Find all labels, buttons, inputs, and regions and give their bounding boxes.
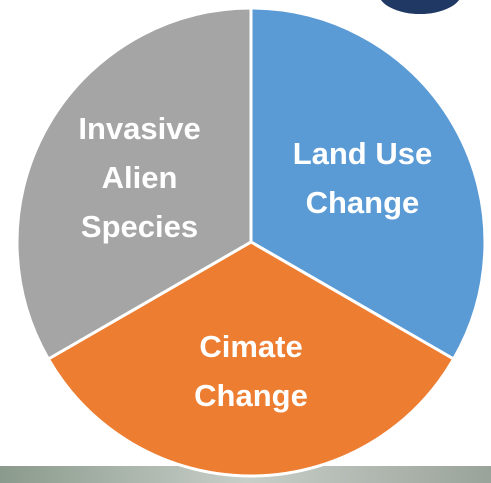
slice-label: Invasive Alien Species	[78, 111, 201, 245]
label-wrap: Cimate Change	[184, 291, 319, 451]
label-box: Cimate Change	[184, 291, 319, 451]
label-box: Land Use Change	[275, 98, 450, 258]
label-wrap: Land Use Change	[275, 98, 450, 258]
label-wrap: Invasive Alien Species	[65, 98, 215, 258]
pie-slice	[249, 6, 487, 362]
corner-shape	[380, 0, 460, 14]
labels: Land Use Change Cimate Change Invasive Ali…	[65, 98, 450, 451]
pie-slice	[15, 6, 253, 362]
label-box: Invasive Alien Species	[65, 98, 215, 258]
pie	[15, 6, 487, 478]
slice-label: Cimate Change	[194, 328, 308, 413]
slice-label: Land Use Change	[292, 135, 433, 220]
pie-slice	[46, 240, 456, 478]
